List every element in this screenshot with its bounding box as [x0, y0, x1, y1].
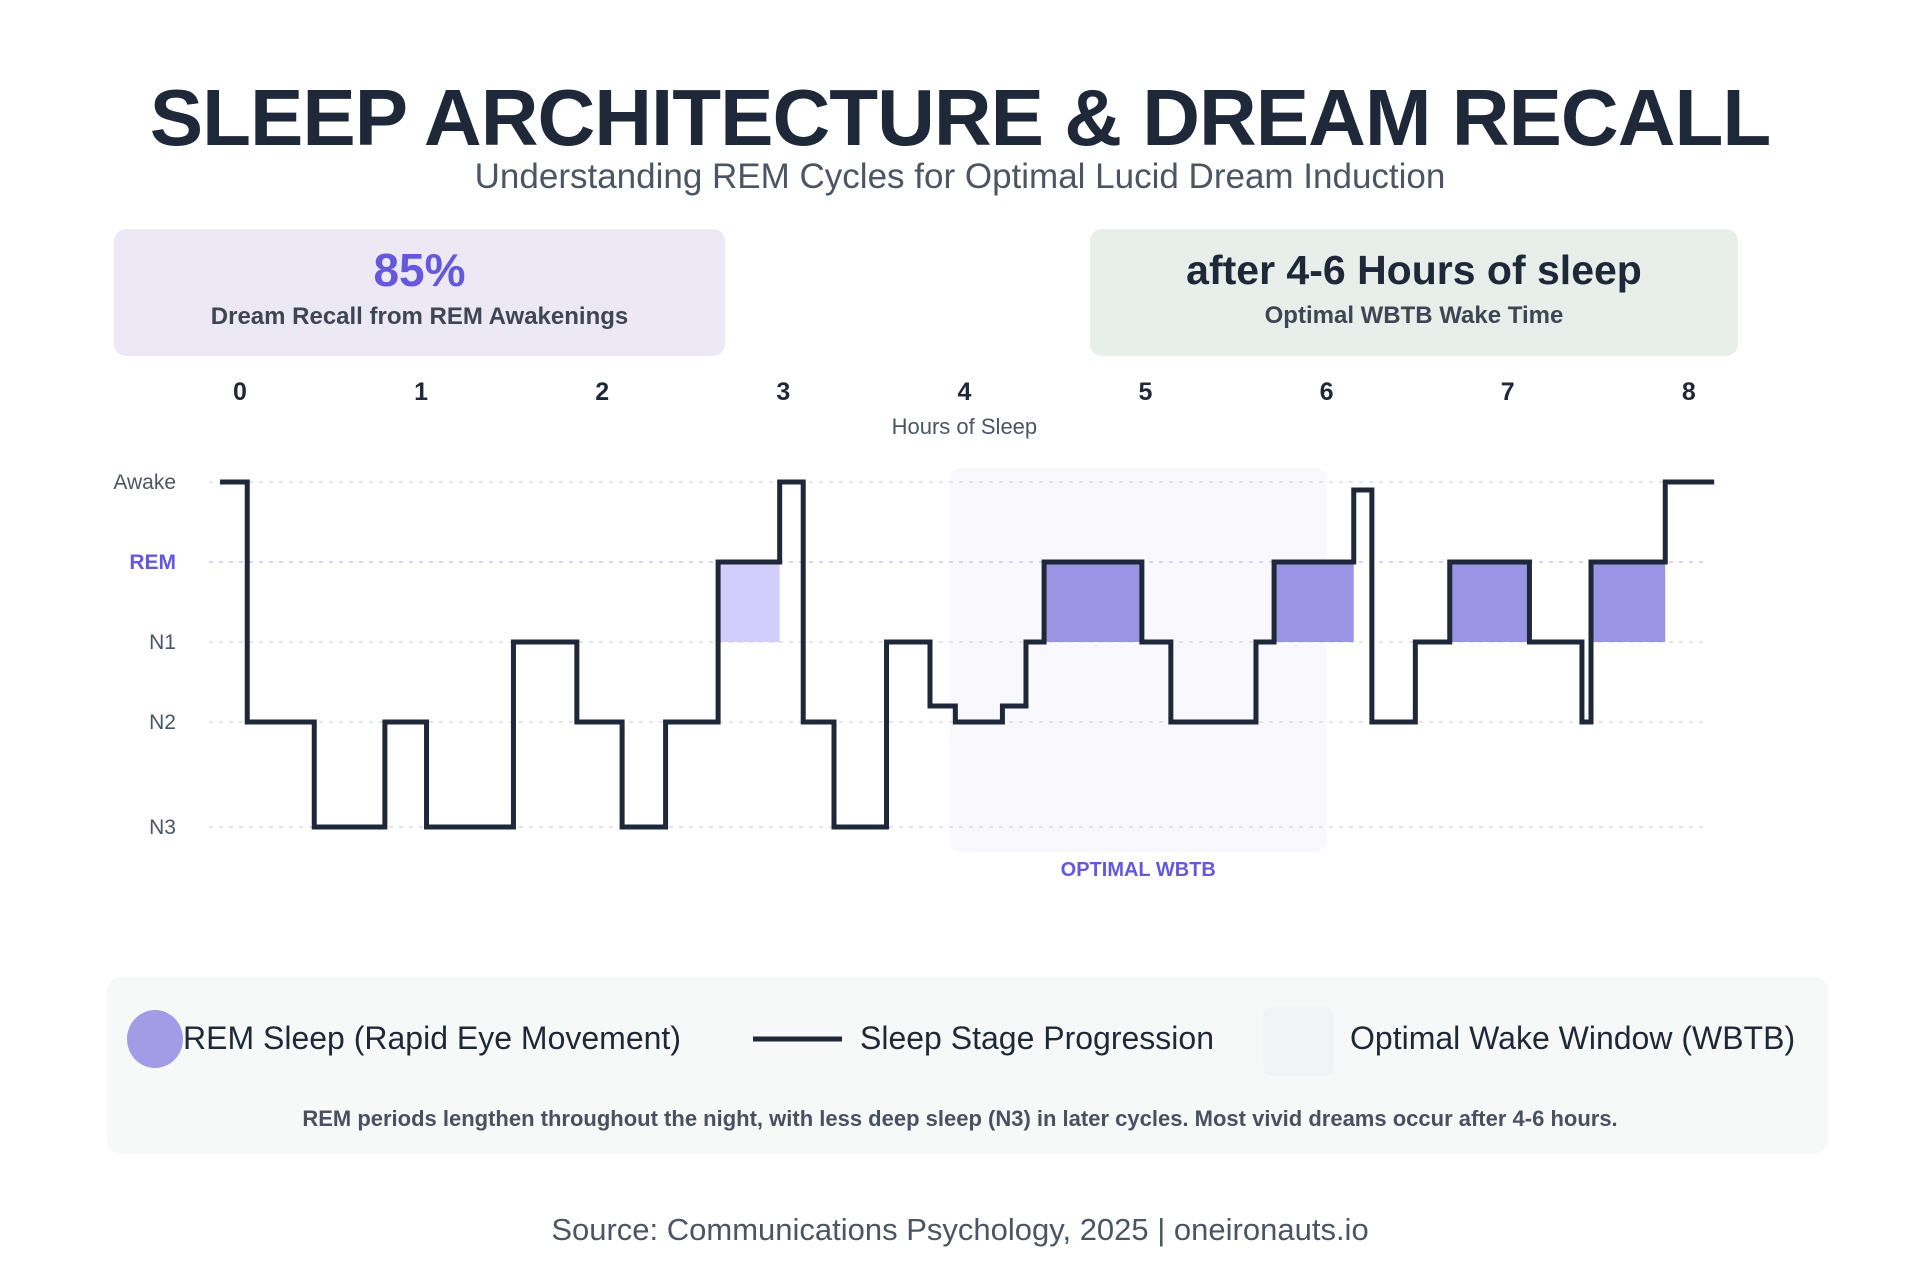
legend-panel	[107, 977, 1828, 1154]
y-label-n3: N3	[149, 816, 176, 839]
x-tick-label: 8	[1682, 378, 1696, 406]
x-tick-label: 2	[595, 378, 609, 406]
legend-note: REM periods lengthen throughout the nigh…	[302, 1106, 1618, 1131]
legend-stage-label: Sleep Stage Progression	[860, 1020, 1214, 1056]
rem-period	[1044, 562, 1142, 642]
x-tick-label: 3	[776, 378, 790, 406]
wbtb-stat-value: after 4-6 Hours of sleep	[1186, 247, 1642, 293]
rem-period	[718, 562, 780, 642]
rem-period	[1591, 562, 1666, 642]
legend-wbtb-label: Optimal Wake Window (WBTB)	[1350, 1020, 1796, 1056]
y-label-rem: REM	[129, 551, 176, 574]
wbtb-stat-card: after 4-6 Hours of sleep Optimal WBTB Wa…	[1090, 229, 1738, 356]
x-tick-label: 0	[233, 378, 247, 406]
recall-stat-value: 85%	[373, 244, 466, 296]
recall-stat-card: 85% Dream Recall from REM Awakenings	[114, 229, 725, 356]
x-tick-label: 5	[1139, 378, 1153, 406]
x-tick-label: 1	[414, 378, 428, 406]
wbtb-window	[949, 468, 1327, 852]
sleep-stage-line	[220, 479, 1715, 830]
wbtb-window-label: OPTIMAL WBTB	[1061, 859, 1216, 881]
wbtb-stat-label: Optimal WBTB Wake Time	[1264, 302, 1564, 329]
legend-rem-label: REM Sleep (Rapid Eye Movement)	[183, 1020, 681, 1056]
x-tick-label: 6	[1320, 378, 1334, 406]
chart-subtitle: Understanding REM Cycles for Optimal Luc…	[474, 157, 1446, 196]
y-label-n2: N2	[149, 711, 176, 734]
hypnogram-chart: OPTIMAL WBTB Awake REM N1 N2 N3 0 1 2 3 4 5 6 7 8 Hours…	[113, 378, 1715, 881]
x-axis-label: Hours of Sleep	[892, 414, 1038, 439]
x-tick-label: 7	[1501, 378, 1515, 406]
x-tick-label: 4	[957, 378, 971, 406]
rem-period	[1274, 562, 1354, 642]
y-label-n1: N1	[149, 631, 176, 654]
rem-period	[1449, 562, 1530, 642]
chart-title: SLEEP ARCHITECTURE & DREAM RECALL	[149, 73, 1771, 162]
source-footer: Source: Communications Psychology, 2025 …	[551, 1212, 1369, 1247]
y-label-awake: Awake	[113, 471, 176, 494]
recall-stat-label: Dream Recall from REM Awakenings	[210, 303, 629, 330]
